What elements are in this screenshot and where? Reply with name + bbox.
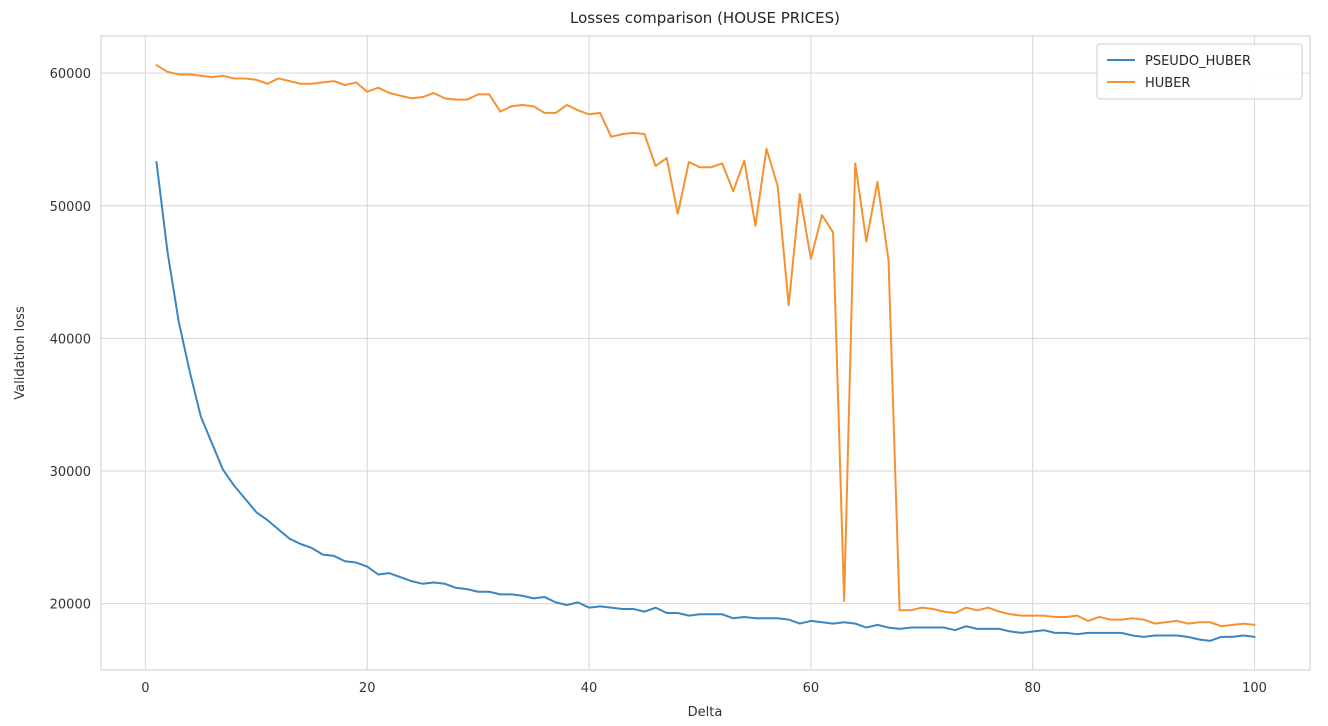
legend-box: [1096, 43, 1303, 100]
series-line-huber: [155, 64, 1256, 628]
legend-label: PSEUDO_HUBER: [1145, 54, 1251, 69]
y-tick-label: 50000: [50, 200, 91, 215]
y-tick-label: 30000: [50, 465, 91, 480]
x-tick-label: 60: [803, 681, 820, 696]
y-axis-ticks: 20000 30000 40000 50000 60000: [50, 67, 91, 613]
y-tick-label: 20000: [50, 598, 91, 613]
legend: PSEUDO_HUBER HUBER: [1096, 43, 1303, 100]
legend-label: HUBER: [1145, 76, 1190, 91]
series-line-pseudo-huber: [155, 161, 1256, 642]
x-tick-label: 0: [141, 681, 149, 696]
series-lines: [155, 64, 1256, 642]
x-tick-label: 40: [581, 681, 598, 696]
x-axis-label: Delta: [688, 705, 723, 720]
y-tick-label: 60000: [50, 67, 91, 82]
x-tick-label: 80: [1024, 681, 1041, 696]
x-axis-ticks: 0 20 40 60 80 100: [141, 681, 1267, 696]
plot-area: [100, 35, 1311, 671]
y-tick-label: 40000: [50, 332, 91, 347]
x-tick-label: 20: [359, 681, 376, 696]
x-tick-label: 100: [1242, 681, 1267, 696]
y-axis-label: Validation loss: [13, 306, 28, 400]
chart-title: Losses comparison (HOUSE PRICES): [570, 9, 840, 27]
